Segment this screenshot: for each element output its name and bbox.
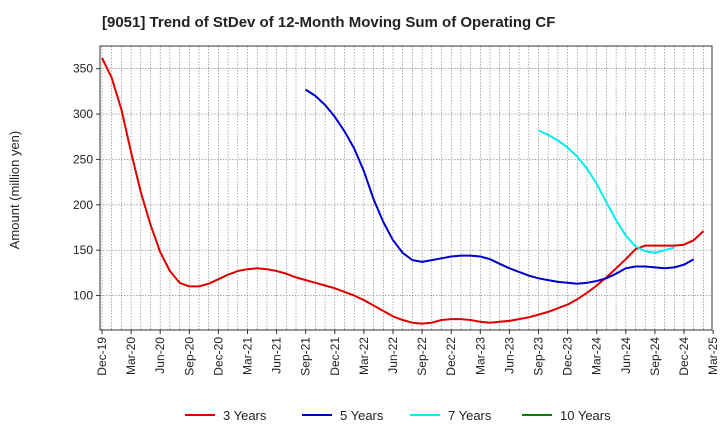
plot-frame: [99, 45, 713, 331]
y-tick-label: 100: [73, 289, 93, 303]
x-tick-label: Mar-23: [473, 337, 487, 375]
legend: 3 Years 5 Years 7 Years 10 Years: [185, 408, 611, 423]
legend-label: 5 Years: [340, 408, 384, 423]
grid-lines: [100, 46, 712, 330]
x-tick-label: Jun-23: [502, 337, 516, 374]
y-tick-label: 200: [73, 198, 93, 212]
series-line-5-years: [305, 88, 695, 285]
x-tick-label: Mar-24: [590, 337, 604, 375]
legend-label: 10 Years: [560, 408, 611, 423]
x-tick-label: Jun-20: [153, 337, 167, 374]
x-tick-label: Mar-20: [124, 337, 138, 375]
x-tick-label: Sep-21: [299, 337, 313, 376]
x-tick-label: Dec-19: [95, 337, 109, 376]
x-tick-label: Mar-22: [357, 337, 371, 375]
x-tick-label: Dec-22: [444, 337, 458, 376]
x-tick-label: Mar-25: [706, 337, 720, 375]
x-tick-label: Sep-22: [415, 337, 429, 376]
x-tick-label: Dec-23: [561, 337, 575, 376]
y-axis-label: Amount (million yen): [7, 131, 22, 250]
x-tick-label: Jun-21: [270, 337, 284, 374]
x-tick-label: Jun-22: [386, 337, 400, 374]
x-tick-label: Sep-20: [182, 337, 196, 376]
legend-label: 3 Years: [223, 408, 267, 423]
x-tick-label: Dec-20: [211, 337, 225, 376]
y-tick-label: 300: [73, 107, 93, 121]
y-tick-label: 250: [73, 152, 93, 166]
legend-label: 7 Years: [448, 408, 492, 423]
series-lines: [101, 57, 705, 325]
chart-title: [9051] Trend of StDev of 12-Month Moving…: [102, 14, 556, 31]
x-axis-ticks: Dec-19 Mar-20 Jun-20 Sep-20 Dec-20 Mar-21 Jun-…: [95, 330, 720, 376]
y-tick-label: 150: [73, 243, 93, 257]
x-tick-label: Sep-24: [648, 337, 662, 376]
series-line-7-years: [538, 129, 675, 254]
y-tick-label: 350: [73, 62, 93, 76]
x-tick-label: Dec-21: [328, 337, 342, 376]
x-tick-label: Mar-21: [241, 337, 255, 375]
x-tick-label: Dec-24: [677, 337, 691, 376]
x-tick-label: Jun-24: [619, 337, 633, 374]
y-axis-ticks: 100 150 200 250 300 350: [73, 62, 100, 303]
x-tick-label: Sep-23: [532, 337, 546, 376]
